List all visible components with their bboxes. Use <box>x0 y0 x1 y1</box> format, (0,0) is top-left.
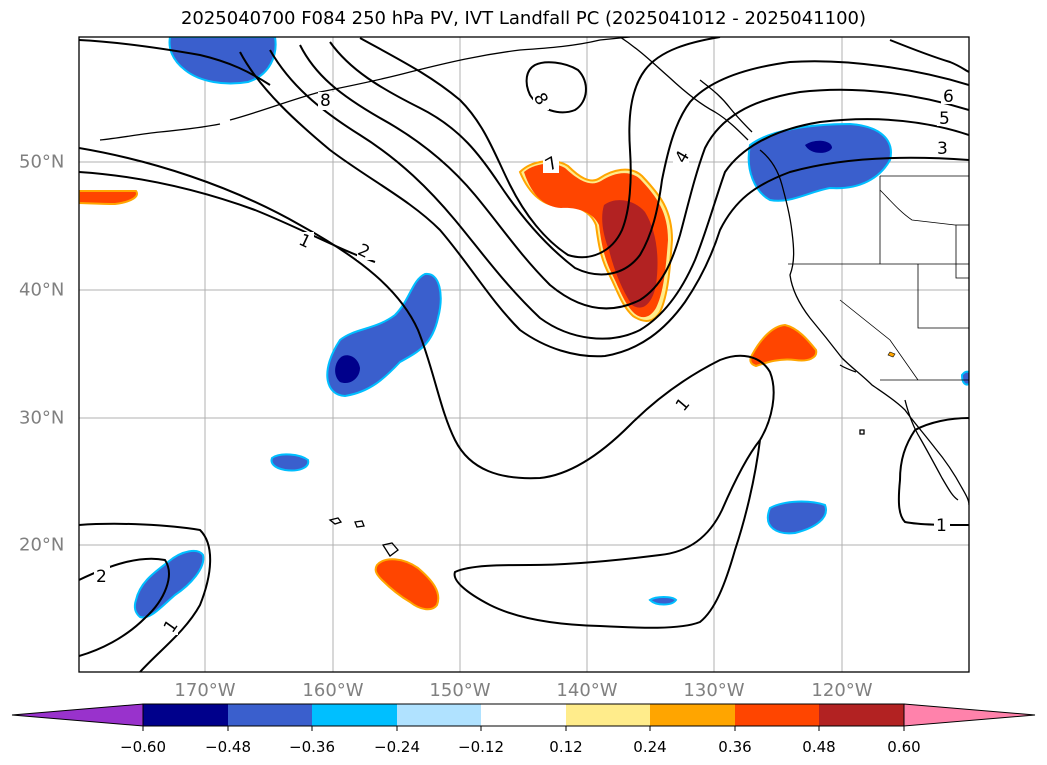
negative-anomaly-areas <box>133 37 969 619</box>
colorbar-tick-label: 0.48 <box>802 738 836 756</box>
colorbar-tick-label: 0.12 <box>549 738 583 756</box>
contour-3 <box>239 51 969 358</box>
contour-label: 5 <box>939 109 950 129</box>
contour-northeast <box>889 39 969 73</box>
colorbar-tick-label: −0.36 <box>289 738 335 756</box>
latitude-label: 40°N <box>19 279 65 301</box>
north-america-west-coast <box>759 149 969 506</box>
colorbar-tick-label: 0.60 <box>887 738 921 756</box>
anomaly-blob-west-edge <box>79 190 138 206</box>
pv-contours <box>79 37 969 672</box>
contour-label: 1 <box>936 516 947 536</box>
contour-5 <box>299 44 969 310</box>
colorbar <box>11 703 1036 731</box>
latitude-label: 30°N <box>19 407 65 429</box>
colorbar-tick-label: −0.12 <box>458 738 504 756</box>
anomaly-blob-small-hawaii-north <box>270 453 310 472</box>
map-title: 2025040700 F084 250 hPa PV, IVT Landfall… <box>180 8 867 29</box>
anomaly-blob-north-gulf <box>168 37 277 85</box>
contour-2-main <box>79 171 376 263</box>
anomaly-blob-california-offshore <box>749 323 818 368</box>
longitude-label: 140°W <box>556 680 618 701</box>
map-frame <box>78 36 970 673</box>
contour-label: 8 <box>320 91 331 111</box>
contour-southeast-1 <box>897 417 969 526</box>
contour-lower-left-3 <box>79 39 271 86</box>
colorbar-tick-label: 0.36 <box>718 738 752 756</box>
latitude-label: 20°N <box>19 534 65 556</box>
colorbar-tick-label: 0.24 <box>633 738 667 756</box>
anomaly-blob-pacific-northwest <box>747 122 892 202</box>
contour-6 <box>329 41 969 276</box>
longitude-label: 130°W <box>683 680 745 701</box>
longitude-label: 150°W <box>429 680 491 701</box>
contour-southwest-2 <box>79 557 170 657</box>
contour-4 <box>269 49 969 340</box>
contour-1-main <box>79 147 775 480</box>
colorbar-extend-high <box>903 703 1036 727</box>
colorbar-tick-label: −0.24 <box>374 738 420 756</box>
colorbar-tick-label: −0.48 <box>205 738 251 756</box>
contour-label: 3 <box>937 139 948 159</box>
contour-southwest-1 <box>79 522 212 672</box>
positive-anomaly-areas <box>79 160 896 611</box>
colorbar-tick-label: −0.60 <box>120 738 166 756</box>
longitude-label: 170°W <box>174 680 236 701</box>
anomaly-blob-south-east <box>767 500 827 535</box>
longitude-label: 160°W <box>302 680 364 701</box>
contour-label-group: 1 2 1 2 3 4 5 6 7 8 8 1 1 <box>94 86 957 637</box>
colorbar-extend-low <box>11 703 144 727</box>
contour-label: 6 <box>943 87 954 107</box>
anomaly-blob-southwest <box>133 549 205 619</box>
contour-label: 2 <box>96 567 107 587</box>
contour-south-loop <box>453 439 761 629</box>
contour-7 <box>359 37 721 259</box>
longitude-label: 120°W <box>811 680 873 701</box>
anomaly-blob-hawaii <box>374 558 440 611</box>
contour-8-small <box>525 61 587 114</box>
political-borders <box>788 175 969 381</box>
alaska-coast <box>229 37 631 121</box>
latitude-label: 50°N <box>19 151 65 173</box>
